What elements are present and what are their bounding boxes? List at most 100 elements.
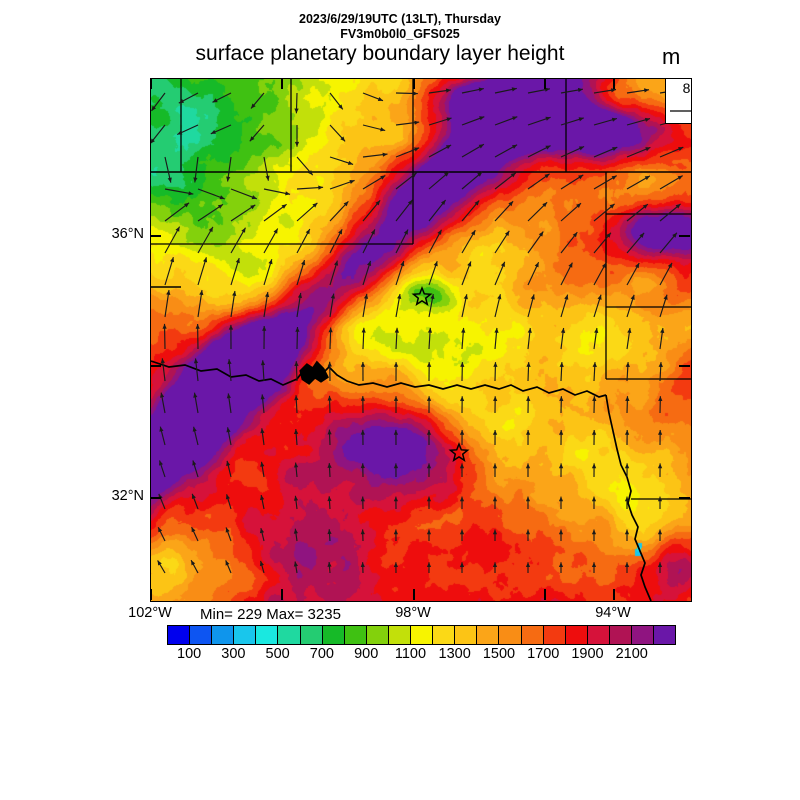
wind-arrow-icon bbox=[494, 327, 499, 350]
wind-arrow-icon bbox=[659, 203, 681, 222]
wind-arrow-icon bbox=[393, 463, 399, 478]
wind-arrow-icon bbox=[212, 92, 232, 103]
colorbar-cell bbox=[212, 626, 235, 644]
wind-arrow-icon bbox=[527, 116, 551, 126]
wind-arrow-icon bbox=[426, 529, 432, 541]
wind-arrow-icon bbox=[293, 561, 298, 574]
wind-arrow-icon bbox=[362, 175, 386, 190]
wind-arrow-icon bbox=[395, 229, 409, 254]
wind-arrow-icon bbox=[164, 188, 194, 196]
wind-arrow-icon bbox=[560, 174, 584, 190]
wind-arrow-icon bbox=[527, 327, 532, 350]
wind-arrow-icon bbox=[428, 171, 450, 190]
wind-arrow-icon bbox=[560, 117, 584, 126]
wind-arrow-icon bbox=[492, 562, 498, 573]
wind-arrow-icon bbox=[461, 261, 472, 286]
wind-arrow-icon bbox=[164, 156, 172, 183]
wind-arrow-icon bbox=[197, 203, 224, 222]
wind-arrow-icon bbox=[293, 528, 298, 542]
wind-arrow-icon bbox=[625, 429, 630, 446]
wind-arrow-icon bbox=[626, 146, 651, 158]
wind-arrow-icon bbox=[226, 393, 232, 414]
page-title: surface planetary boundary layer height bbox=[195, 42, 565, 65]
wind-arrow-icon bbox=[259, 527, 265, 542]
wind-arrow-icon bbox=[294, 462, 299, 478]
x-axis-tick bbox=[613, 78, 615, 89]
wind-arrow-icon bbox=[625, 362, 630, 382]
wind-arrow-icon bbox=[262, 325, 267, 350]
wind-arrow-icon bbox=[160, 358, 166, 382]
wind-arrow-icon bbox=[625, 396, 630, 414]
wind-arrow-icon bbox=[428, 229, 443, 254]
wind-arrow-icon bbox=[230, 290, 237, 318]
header-model: FV3m0b0l0_GFS025 bbox=[340, 27, 460, 41]
wind-arrow-icon bbox=[191, 526, 199, 542]
wind-arrow-icon bbox=[592, 429, 597, 446]
colorbar-cell bbox=[234, 626, 257, 644]
wind-arrow-icon bbox=[294, 429, 299, 446]
wind-arrow-icon bbox=[393, 396, 399, 413]
wind-arrow-icon bbox=[459, 529, 465, 541]
wind-arrow-icon bbox=[395, 172, 417, 190]
wind-arrow-icon bbox=[658, 429, 663, 446]
wind-arrow-icon bbox=[526, 396, 531, 414]
wind-arrow-icon bbox=[657, 529, 663, 541]
wind-arrow-icon bbox=[260, 494, 265, 510]
wind-arrow-icon bbox=[263, 228, 279, 254]
wind-arrow-icon bbox=[593, 262, 607, 286]
wind-arrow-icon bbox=[294, 125, 300, 147]
wind-arrow-icon bbox=[329, 156, 354, 165]
x-axis-tick bbox=[150, 589, 152, 600]
wind-arrow-icon bbox=[426, 430, 432, 445]
x-axis-tick bbox=[281, 589, 283, 600]
wind-arrow-icon bbox=[527, 201, 548, 222]
wind-arrow-icon bbox=[362, 152, 388, 158]
wind-arrow-icon bbox=[591, 463, 597, 478]
wind-arrow-icon bbox=[328, 327, 333, 350]
wind-arrow-icon bbox=[329, 124, 346, 142]
wind-arrow-icon bbox=[492, 496, 498, 509]
wind-arrow-icon bbox=[362, 229, 376, 254]
wind-arrow-icon bbox=[164, 289, 171, 318]
wind-arrow-icon bbox=[558, 529, 564, 541]
wind-arrow-icon bbox=[228, 324, 234, 350]
wind-arrow-icon bbox=[178, 92, 199, 104]
wind-arrow-icon bbox=[560, 87, 583, 94]
wind-arrow-icon bbox=[362, 260, 372, 286]
colorbar-labels: 100 300 500 700 900 1100 1300 1500 1700 1900 2100 bbox=[0, 646, 800, 666]
wind-arrow-icon bbox=[494, 172, 517, 190]
wind-arrow-icon bbox=[428, 261, 438, 286]
colorbar-cell bbox=[278, 626, 301, 644]
wind-arrow-icon bbox=[593, 203, 615, 222]
unit-label: m bbox=[662, 44, 681, 69]
wind-arrow-icon bbox=[329, 179, 355, 190]
wind-arrow-icon bbox=[250, 92, 265, 109]
wind-arrow-icon bbox=[327, 361, 332, 382]
wind-arrow-icon bbox=[160, 392, 166, 414]
wind-arrow-icon bbox=[260, 394, 265, 414]
wind-arrow-icon bbox=[151, 124, 166, 144]
y-axis-tick bbox=[679, 365, 690, 367]
colorbar-cell bbox=[388, 626, 412, 644]
wind-arrow-icon bbox=[327, 395, 332, 414]
wind-arrow-icon bbox=[492, 429, 498, 446]
wind-arrow-icon bbox=[560, 202, 582, 222]
wind-arrow-icon bbox=[164, 257, 175, 286]
wind-arrow-icon bbox=[525, 463, 531, 477]
wind-arrow-icon bbox=[195, 323, 200, 350]
wind-arrow-icon bbox=[592, 362, 597, 382]
colorbar-cell bbox=[433, 626, 456, 644]
colorbar-cell bbox=[366, 626, 389, 644]
wind-arrow-icon bbox=[591, 496, 597, 509]
wind-arrow-icon bbox=[527, 261, 540, 286]
wind-arrow-icon bbox=[525, 496, 531, 509]
minmax-stats: Min= 229 Max= 3235 bbox=[200, 606, 341, 623]
colorbar-tick-label: 1900 bbox=[571, 646, 604, 662]
wind-arrow-icon bbox=[558, 496, 564, 509]
x-axis-tick bbox=[150, 78, 152, 89]
wind-arrow-icon bbox=[428, 117, 452, 126]
wind-arrow-icon bbox=[626, 117, 651, 126]
x-axis-tick bbox=[544, 78, 546, 89]
wind-arrow-icon bbox=[197, 257, 208, 286]
